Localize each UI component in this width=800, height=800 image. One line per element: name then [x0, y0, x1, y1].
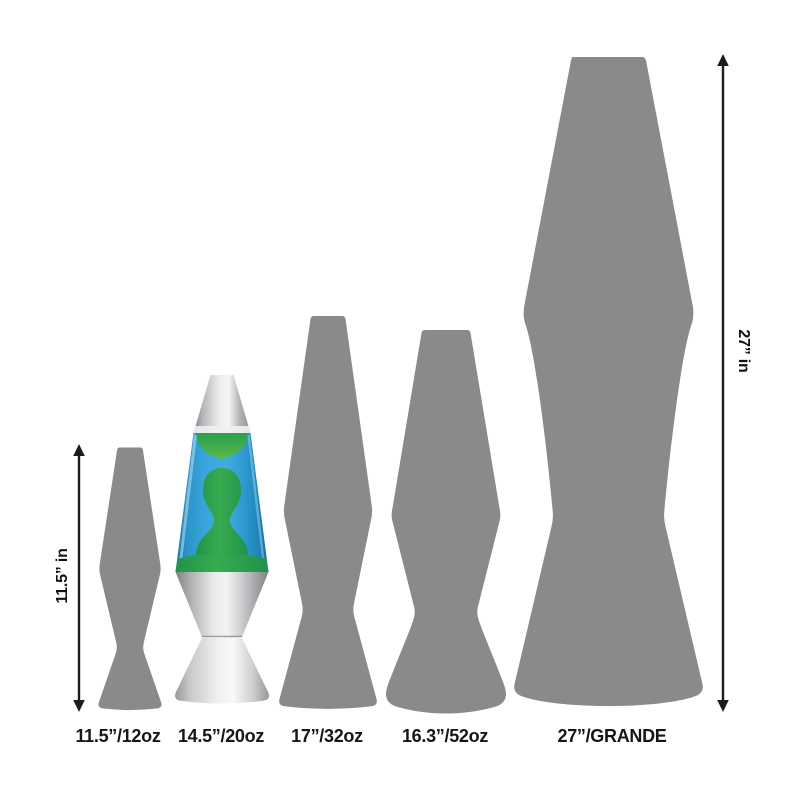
- lamp-silhouette-52oz: [386, 330, 506, 714]
- dimension-label-right: 27” in: [735, 329, 752, 373]
- lamp-base: [175, 572, 269, 704]
- lamp-silhouette-grande: [514, 57, 703, 707]
- size-label-12oz: 11.5”/12oz: [75, 726, 161, 746]
- lamp-product-20oz: [175, 375, 269, 704]
- size-label-32oz: 17”/32oz: [291, 726, 363, 746]
- lamp-cap: [193, 375, 251, 433]
- dimension-arrow-right: [717, 54, 729, 712]
- size-label-20oz: 14.5”/20oz: [177, 726, 265, 746]
- dimension-label-left: 11.5” in: [54, 548, 71, 604]
- size-label-52oz: 16.3”/52oz: [401, 726, 489, 746]
- size-label-grande: 27”/GRANDE: [557, 726, 667, 746]
- lamp-silhouette-12oz: [98, 447, 162, 711]
- lava-wax: [175, 433, 269, 572]
- lamp-silhouette-32oz: [279, 316, 377, 709]
- dimension-arrow-left: [73, 444, 85, 712]
